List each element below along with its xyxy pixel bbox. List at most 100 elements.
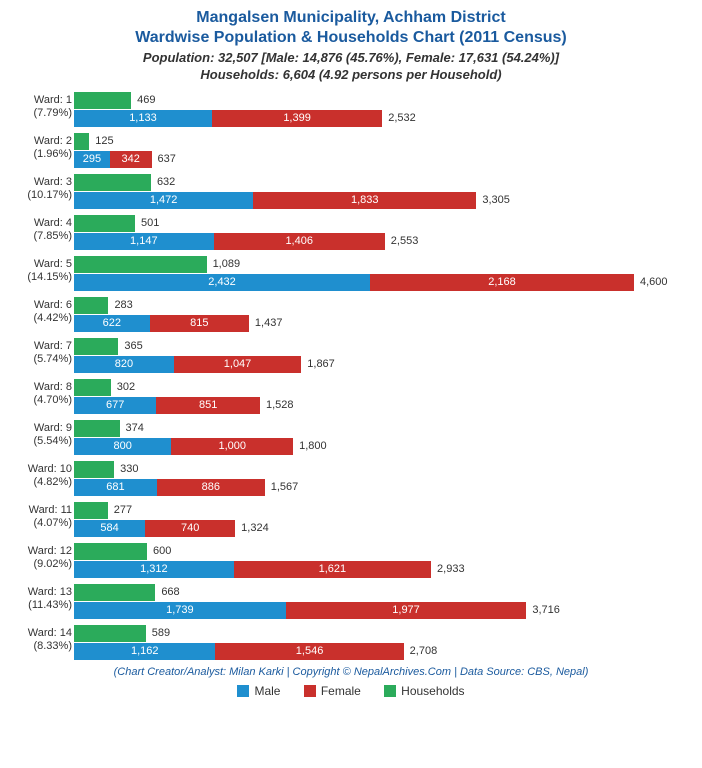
total-value: 1,800 (299, 440, 327, 452)
male-value: 681 (106, 481, 124, 493)
ward-row: Ward: 11(4.07%)2775847401,324 (74, 502, 688, 537)
male-value: 1,472 (150, 194, 178, 206)
ward-percent: (4.82%) (12, 476, 72, 489)
male-segment: 800 (74, 438, 171, 455)
households-bar: 283 (74, 297, 688, 314)
households-value: 668 (161, 586, 179, 598)
households-segment (74, 584, 155, 601)
female-segment: 1,977 (286, 602, 527, 619)
ward-percent: (1.96%) (12, 148, 72, 161)
female-value: 1,833 (351, 194, 379, 206)
ward-percent: (7.85%) (12, 230, 72, 243)
ward-percent: (9.02%) (12, 558, 72, 571)
female-segment: 1,399 (212, 110, 382, 127)
households-segment (74, 420, 120, 437)
households-bar: 277 (74, 502, 688, 519)
total-value: 3,305 (482, 194, 510, 206)
total-value: 637 (158, 153, 176, 165)
ward-row: Ward: 2(1.96%)125295342637 (74, 133, 688, 168)
households-bar: 374 (74, 420, 688, 437)
legend-swatch-male (237, 685, 249, 697)
households-segment (74, 461, 114, 478)
male-segment: 1,312 (74, 561, 234, 578)
female-value: 1,621 (319, 563, 347, 575)
ward-number: Ward: 7 (12, 340, 72, 353)
chart-subtitle-line2: Households: 6,604 (4.92 persons per Hous… (14, 67, 688, 84)
female-segment: 1,621 (234, 561, 431, 578)
female-segment: 1,406 (214, 233, 385, 250)
male-value: 800 (114, 440, 132, 452)
total-value: 3,716 (532, 604, 560, 616)
population-bar: 1,162 1,546 2,708 (74, 643, 688, 660)
male-segment: 622 (74, 315, 150, 332)
population-bar: 6778511,528 (74, 397, 688, 414)
female-segment: 1,546 (215, 643, 403, 660)
households-value: 501 (141, 217, 159, 229)
population-bar: 2,432 2,168 4,600 (74, 274, 688, 291)
chart-area: Ward: 1(7.79%)4691,1331,3992,532Ward: 2(… (74, 92, 688, 660)
ward-label: Ward: 3(10.17%) (12, 176, 72, 202)
ward-label: Ward: 5(14.15%) (12, 258, 72, 284)
ward-row: Ward: 5(14.15%)1,0892,4322,1684,600 (74, 256, 688, 291)
population-bar: 295 342 637 (74, 151, 688, 168)
households-bar: 365 (74, 338, 688, 355)
total-value: 1,867 (307, 358, 335, 370)
male-segment: 1,739 (74, 602, 286, 619)
male-value: 820 (115, 358, 133, 370)
ward-label: Ward: 12(9.02%) (12, 545, 72, 571)
chart-title-line1: Mangalsen Municipality, Achham District (14, 8, 688, 28)
ward-number: Ward: 6 (12, 299, 72, 312)
ward-label: Ward: 2(1.96%) (12, 135, 72, 161)
ward-percent: (5.54%) (12, 435, 72, 448)
male-segment: 1,133 (74, 110, 212, 127)
total-value: 2,532 (388, 112, 416, 124)
male-segment: 681 (74, 479, 157, 496)
female-value: 1,977 (392, 604, 420, 616)
total-value: 1,324 (241, 522, 269, 534)
female-value: 342 (122, 153, 140, 165)
ward-row: Ward: 1(7.79%)4691,1331,3992,532 (74, 92, 688, 127)
total-value: 1,437 (255, 317, 283, 329)
households-segment (74, 625, 146, 642)
chart-legend: Male Female Households (14, 684, 688, 700)
male-value: 1,162 (131, 645, 159, 657)
population-bar: 622815 1,437 (74, 315, 688, 332)
female-value: 1,406 (285, 235, 313, 247)
total-value: 2,933 (437, 563, 465, 575)
legend-label-female: Female (321, 684, 361, 698)
households-bar: 632 (74, 174, 688, 191)
households-value: 277 (114, 504, 132, 516)
ward-number: Ward: 11 (12, 504, 72, 517)
ward-number: Ward: 3 (12, 176, 72, 189)
female-segment: 2,168 (370, 274, 634, 291)
ward-row: Ward: 12(9.02%)6001,3121,6212,933 (74, 543, 688, 578)
total-value: 4,600 (640, 276, 668, 288)
legend-label-male: Male (254, 684, 280, 698)
households-value: 589 (152, 627, 170, 639)
households-segment (74, 92, 131, 109)
total-value: 2,708 (410, 645, 438, 657)
male-value: 1,133 (129, 112, 157, 124)
legend-item-households: Households (384, 684, 464, 698)
female-segment: 815 (150, 315, 249, 332)
ward-percent: (11.43%) (12, 599, 72, 612)
total-value: 1,528 (266, 399, 294, 411)
households-bar: 501 (74, 215, 688, 232)
households-value: 283 (114, 299, 132, 311)
ward-number: Ward: 14 (12, 627, 72, 640)
ward-row: Ward: 4(7.85%)5011,1471,4062,553 (74, 215, 688, 250)
female-segment: 342 (110, 151, 152, 168)
male-value: 2,432 (208, 276, 236, 288)
ward-number: Ward: 4 (12, 217, 72, 230)
male-value: 1,312 (140, 563, 168, 575)
ward-number: Ward: 5 (12, 258, 72, 271)
population-bar: 6818861,567 (74, 479, 688, 496)
legend-item-female: Female (304, 684, 361, 698)
ward-number: Ward: 1 (12, 94, 72, 107)
male-segment: 295 (74, 151, 110, 168)
total-value: 1,567 (271, 481, 299, 493)
female-segment: 1,833 (253, 192, 476, 209)
population-bar: 1,739 1,977 3,716 (74, 602, 688, 619)
female-value: 2,168 (488, 276, 516, 288)
male-segment: 1,147 (74, 233, 214, 250)
